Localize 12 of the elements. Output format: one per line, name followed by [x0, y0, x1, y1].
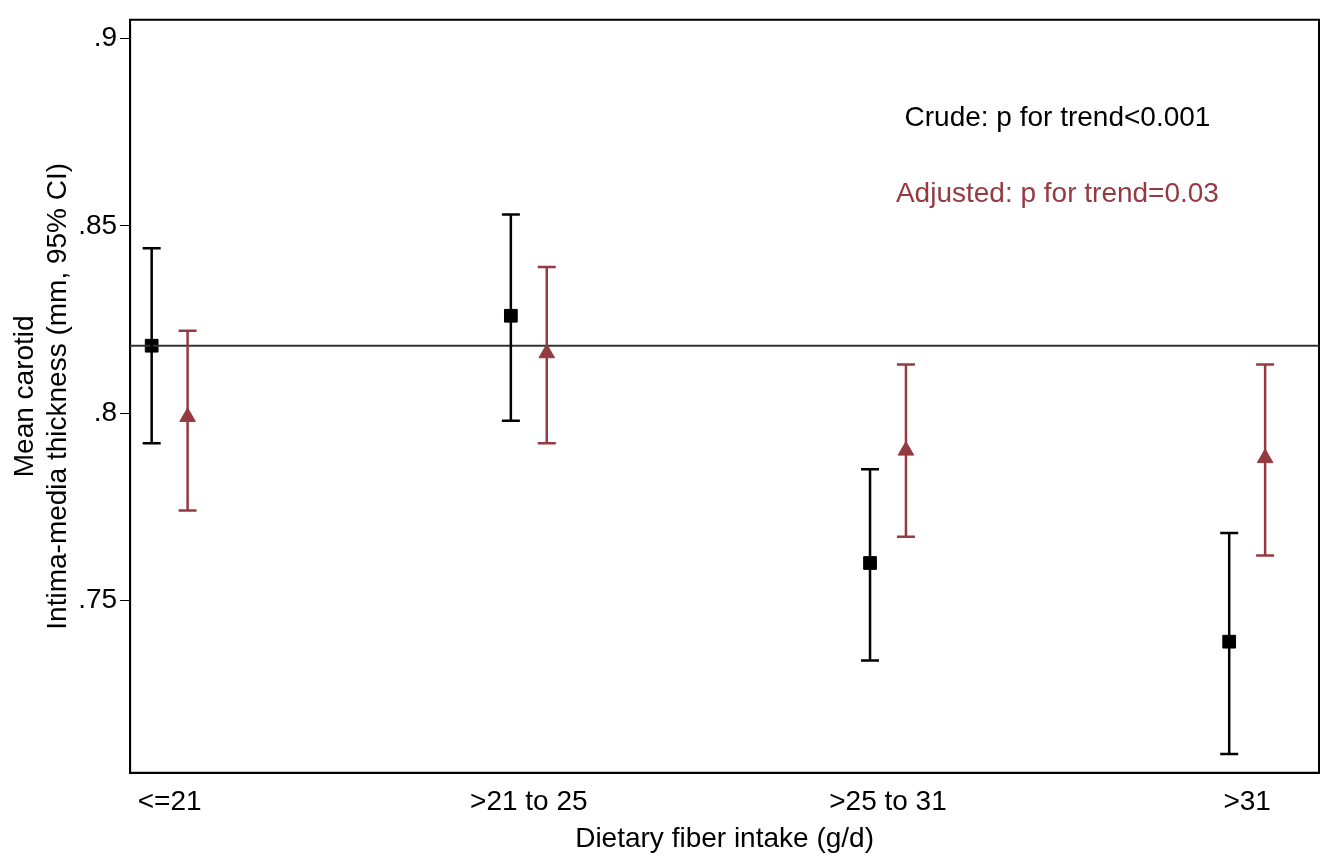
y-tick-label: .75: [78, 583, 118, 615]
y-axis-title: Mean carotid Intima-media thickness (mm, 95% CI): [7, 162, 73, 630]
x-tick-label: >31: [1223, 785, 1271, 817]
x-tick-label: >25 to 31: [829, 785, 947, 817]
x-axis-title: Dietary fiber intake (g/d): [575, 821, 874, 853]
y-tick-label: .85: [78, 208, 118, 240]
x-tick-label: <=21: [137, 785, 202, 817]
y-tick-label: .8: [93, 395, 118, 427]
annotation: Adjusted: p for trend=0.03: [895, 176, 1219, 208]
x-tick-label: >21 to 25: [470, 785, 588, 817]
y-tick-label: .9: [93, 21, 118, 53]
annotation: Crude: p for trend<0.001: [904, 100, 1211, 132]
